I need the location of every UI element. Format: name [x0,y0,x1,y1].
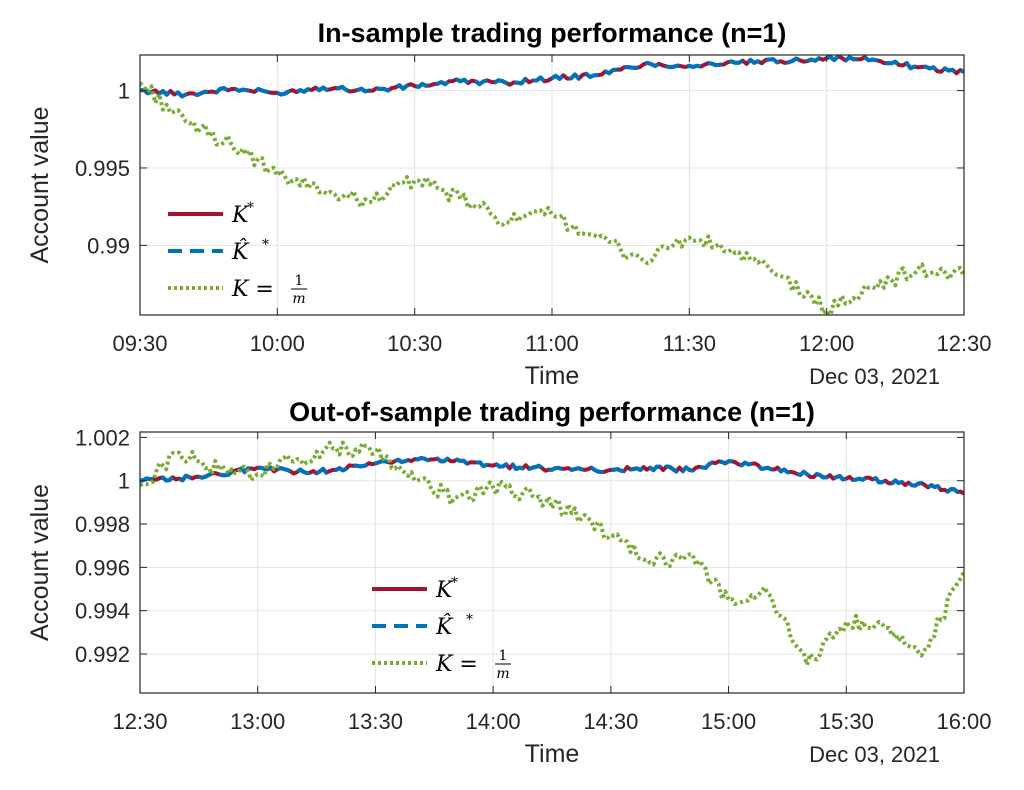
chart-title: Out-of-sample trading performance (n=1) [289,397,815,427]
chart-1: 09:30 10:00 10:30 11:00 11:30 12:00 12:30 1 0.99… [26,18,992,390]
y-tick-label: 1 [118,79,130,104]
legend-label-3: K = [231,277,274,302]
axes-box [139,431,965,694]
chart-title: In-sample trading performance (n=1) [318,18,787,48]
legend-superscript: * [262,237,269,253]
x-tick-label: 16:00 [936,709,991,734]
legend-superscript: * [466,612,473,628]
legend-label-1: K [231,203,250,228]
legend-label-3: K = [435,652,478,677]
series-line-2 [140,456,964,496]
y-tick-label: 0.998 [75,512,130,537]
series-line-3 [140,440,964,667]
legend-fraction-denominator: m [496,666,509,682]
x-tick-label: 15:00 [701,709,756,734]
x-tick-label: 12:30 [112,709,167,734]
x-tick-label: 09:30 [112,331,167,356]
x-tick-label: 13:30 [348,709,403,734]
x-tick-label: 10:30 [387,331,442,356]
legend-label-2: K̂ [231,239,250,265]
x-tick-label: 15:30 [819,709,874,734]
legend: K*K̂ *K = 1m [168,200,307,307]
y-tick-label: 0.992 [75,642,130,667]
y-tick-label: 0.994 [75,599,130,624]
legend-superscript: * [451,575,458,591]
y-tick-label: 0.99 [87,233,130,258]
y-tick-label: 0.996 [75,555,130,580]
x-axis-label: Time [525,740,580,768]
legend-fraction-numerator: 1 [499,648,508,664]
legend-label-2: K̂ [435,614,454,640]
series-line-2 [140,55,964,99]
date-label: Dec 03, 2021 [809,364,940,389]
legend: K*K̂ *K = 1m [372,575,511,682]
y-tick-label: 1.002 [75,425,130,450]
y-tick-label: 0.995 [75,156,130,181]
x-tick-label: 12:30 [936,331,991,356]
chart-2: 12:30 13:00 13:30 14:00 14:30 15:00 15:30 16:00… [26,397,992,768]
x-tick-label: 14:00 [466,709,521,734]
y-axis-label: Account value [26,484,54,641]
legend-fraction-denominator: m [292,291,305,307]
x-tick-label: 14:30 [583,709,638,734]
y-axis-label: Account value [26,106,54,263]
legend-label-1: K [435,578,454,603]
date-label: Dec 03, 2021 [809,742,940,767]
x-tick-label: 10:00 [250,331,305,356]
x-tick-label: 11:00 [525,331,578,356]
y-tick-label: 1 [118,469,130,494]
x-tick-label: 12:00 [799,331,854,356]
x-axis-label: Time [525,362,580,390]
x-tick-label: 13:00 [230,709,285,734]
x-tick-label: 11:30 [663,331,716,356]
legend-superscript: * [247,200,254,216]
legend-fraction-numerator: 1 [295,273,304,289]
